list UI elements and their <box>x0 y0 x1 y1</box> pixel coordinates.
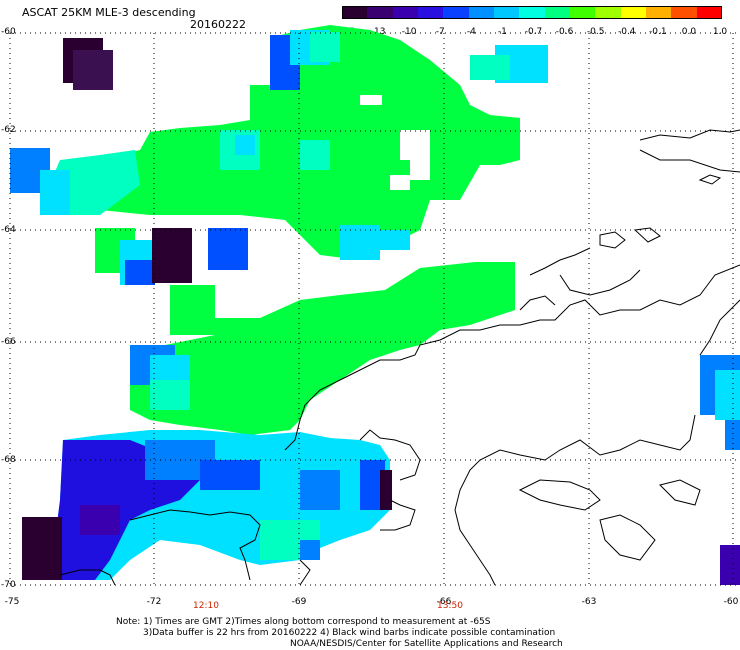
latitude-label: -64 <box>1 225 16 235</box>
swath-mid-green <box>170 285 215 335</box>
time-label-left: 12:10 <box>193 601 219 611</box>
colorbar-swatch <box>671 6 698 19</box>
colorbar-swatch <box>342 6 368 19</box>
colorbar-label: -0.7 <box>524 27 543 37</box>
swath-east-violet <box>720 545 740 585</box>
swath-dark-block-nw-inner <box>73 50 113 90</box>
longitude-label: -75 <box>4 597 20 607</box>
swath-upper-cyan-west <box>40 170 70 215</box>
coastline-island-chain <box>529 247 591 276</box>
swath-lower-teal-west <box>150 380 190 410</box>
note-line-1: Note: 1) Times are GMT 2)Times along bot… <box>116 617 491 627</box>
colorbar-label: -0.1 <box>649 27 667 37</box>
colorbar-label: -7 <box>435 27 445 37</box>
coastline-south-west <box>59 569 116 586</box>
swath-east-cyan <box>715 370 740 420</box>
coastline-islet <box>698 174 722 185</box>
swath-lower-green <box>130 262 515 435</box>
swath-upper-cyan-south2 <box>380 230 410 250</box>
swath-upper-teal-north <box>310 32 340 62</box>
coastline-north-island <box>639 129 740 141</box>
colorbar-swatch <box>696 6 723 19</box>
colorbar-label: -10 <box>401 27 417 37</box>
colorbar-swatch <box>418 6 444 19</box>
coastline-peninsula-east <box>699 299 740 356</box>
swath-lower-midblue-east <box>300 470 340 510</box>
swath-lower-blue <box>200 460 260 490</box>
colorbar-label: 1.0 <box>712 27 728 37</box>
swath-mid-blue-west <box>125 260 155 285</box>
colorbar-swatch <box>570 6 596 19</box>
time-label-right: 13:50 <box>437 601 463 611</box>
swath-lower-dark-block <box>22 517 62 580</box>
coastline-gulf <box>380 499 416 531</box>
note-line-3: NOAA/NESDIS/Center for Satellite Applica… <box>290 639 563 649</box>
coastline-islet <box>633 227 661 243</box>
colorbar-label: -0.4 <box>617 27 636 37</box>
colorbar-swatch <box>595 6 622 19</box>
data-gap <box>360 95 382 105</box>
coastline-islet <box>599 231 626 249</box>
coastline-gulf <box>359 429 421 481</box>
colorbar-swatch <box>367 6 394 19</box>
colorbar-swatch <box>620 6 647 19</box>
coastline-island-south <box>518 479 601 511</box>
colorbar-label: -0.6 <box>555 27 574 37</box>
colorbar-label: 0.0 <box>681 27 697 37</box>
colorbar-swatch <box>494 6 520 19</box>
coastline-south-bay2 <box>299 559 311 586</box>
swath-east-blue2 <box>725 420 740 450</box>
colorbar-swatch <box>519 6 546 19</box>
latitude-label: -70 <box>1 580 16 590</box>
latitude-label: -66 <box>1 337 16 347</box>
swath-upper-cyan-speck <box>235 135 255 155</box>
map-date: 20160222 <box>190 18 246 31</box>
longitude-label: -63 <box>581 597 597 607</box>
colorbar-label: -4 <box>466 27 476 37</box>
colorbar-swatch <box>544 6 571 19</box>
swath-mid-blue-block <box>208 228 248 270</box>
swath-lower-dark-strip <box>380 470 392 510</box>
swath-lower-midblue-s <box>300 540 320 560</box>
swath-upper-cyan-south <box>340 225 380 260</box>
colorbar-swatch <box>392 6 419 19</box>
longitude-label: -69 <box>291 597 307 607</box>
coastline-peninsula-west <box>284 264 740 451</box>
map-title: ASCAT 25KM MLE-3 descending <box>22 6 196 19</box>
longitude-label: -66 <box>436 597 452 607</box>
coastline-island <box>559 269 641 296</box>
coastline-island-south <box>659 479 701 506</box>
data-gap <box>400 130 430 160</box>
colorbar-swatch <box>468 6 495 19</box>
coastline-south <box>454 414 696 586</box>
latitude-label: -60 <box>1 27 16 37</box>
swath-lower-violet <box>80 505 120 535</box>
data-gap <box>390 175 410 190</box>
swath-upper-teal-mid2 <box>300 140 330 170</box>
coastline-south-bay <box>129 509 261 581</box>
coastline-island-chain <box>519 295 556 311</box>
swath-upper-teal-east <box>470 55 510 80</box>
longitude-label: -72 <box>146 597 162 607</box>
swath-mid-dark-block <box>152 228 192 283</box>
colorbar-label: -13 <box>370 27 386 37</box>
colorbar-swatch <box>646 6 672 19</box>
data-gap <box>410 160 430 180</box>
colorbar-border <box>342 6 722 19</box>
coastline-island-south <box>599 514 656 561</box>
colorbar-label: -0.5 <box>586 27 605 37</box>
latitude-label: -68 <box>1 455 16 465</box>
colorbar-swatch <box>443 6 470 19</box>
longitude-label: -60 <box>723 597 739 607</box>
note-line-2: 3)Data buffer is 22 hrs from 20160222 4)… <box>143 628 556 638</box>
latitude-label: -62 <box>1 125 16 135</box>
coastline-north-island <box>639 149 740 173</box>
colorbar-label: -1 <box>497 27 507 37</box>
